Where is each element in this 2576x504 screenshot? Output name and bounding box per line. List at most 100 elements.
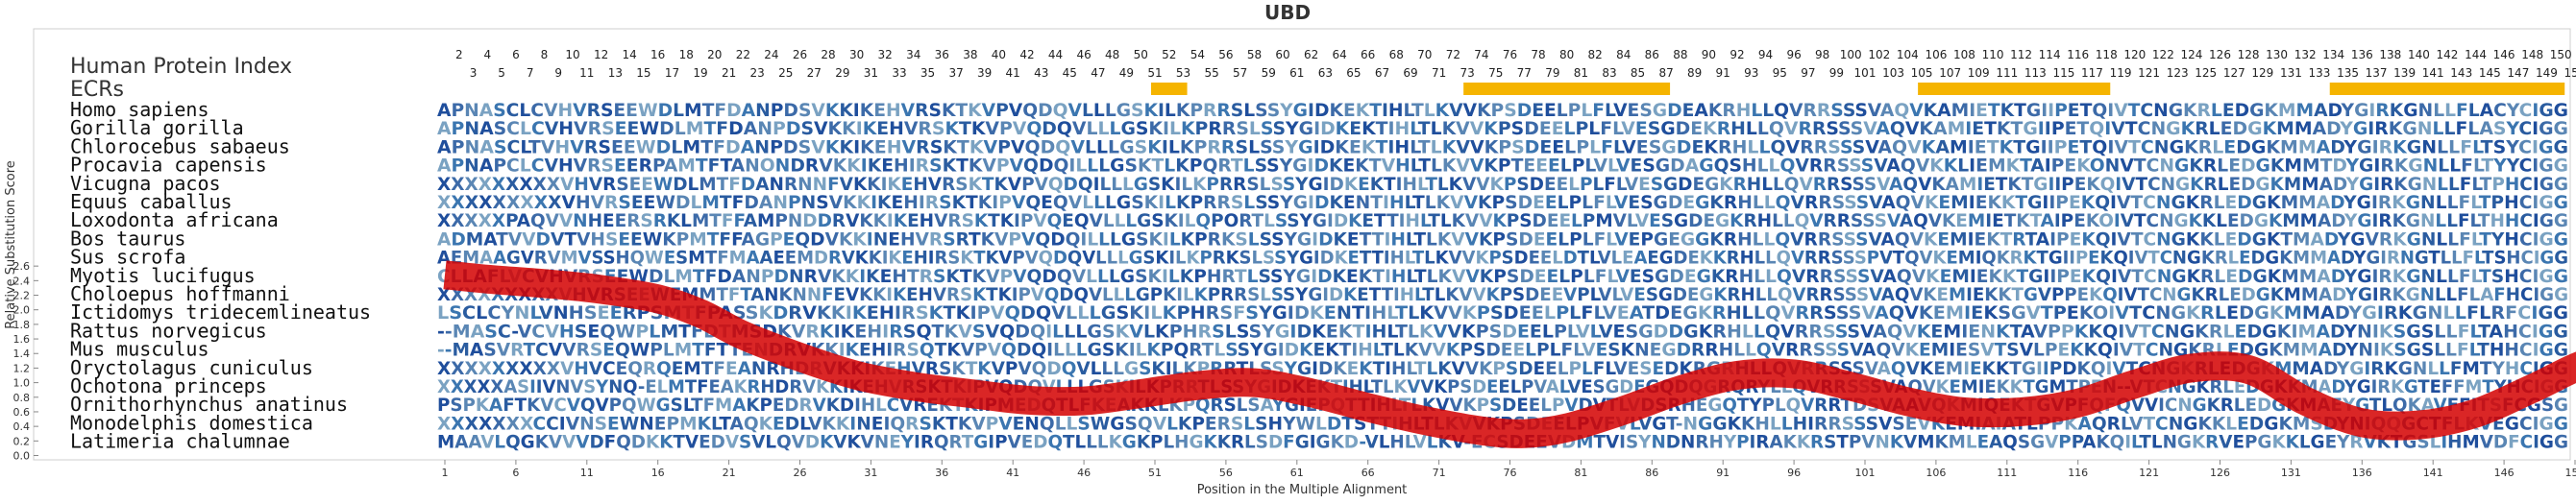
top-odd-label: 23 bbox=[750, 66, 765, 80]
top-odd-label: 151 bbox=[2564, 66, 2576, 80]
top-even-label: 96 bbox=[1786, 48, 1801, 61]
top-odd-label: 145 bbox=[2479, 66, 2501, 80]
top-even-label: 20 bbox=[707, 48, 722, 61]
top-odd-label: 11 bbox=[579, 66, 594, 80]
top-even-label: 62 bbox=[1304, 48, 1318, 61]
top-even-label: 82 bbox=[1588, 48, 1603, 61]
top-even-label: 120 bbox=[2123, 48, 2146, 61]
alignment-row: APNASCLCVHVRSEEWDLMTFDANPDSVKKIKEHVRSKTK… bbox=[437, 100, 2568, 121]
top-odd-label: 3 bbox=[470, 66, 478, 80]
ecr-regions bbox=[1151, 83, 2565, 95]
top-even-label: 128 bbox=[2238, 48, 2260, 61]
top-odd-label: 25 bbox=[778, 66, 793, 80]
top-odd-label: 49 bbox=[1119, 66, 1134, 80]
top-even-label: 68 bbox=[1389, 48, 1404, 61]
top-even-label: 98 bbox=[1815, 48, 1829, 61]
x-tick-label: 131 bbox=[2281, 467, 2301, 479]
score-point bbox=[1310, 391, 1313, 395]
species-label: Vicugna pacos bbox=[70, 172, 221, 195]
alignment-row: APNASCLTVHVRSEEW DLMTFDANPDSVKKIKEHVRSKTK… bbox=[437, 136, 2568, 157]
score-point bbox=[912, 384, 916, 388]
top-odd-label: 17 bbox=[665, 66, 679, 80]
score-point bbox=[2303, 399, 2307, 403]
top-odd-label: 95 bbox=[1773, 66, 1787, 80]
top-even-label: 146 bbox=[2493, 48, 2515, 61]
ecr-region-4 bbox=[2329, 83, 2565, 95]
top-odd-label: 119 bbox=[2110, 66, 2132, 80]
score-point bbox=[542, 281, 546, 285]
top-even-label: 30 bbox=[849, 48, 864, 61]
top-even-label: 80 bbox=[1559, 48, 1574, 61]
species-label: Ochotona princeps bbox=[70, 374, 267, 397]
top-odd-label: 147 bbox=[2507, 66, 2529, 80]
top-even-label: 40 bbox=[992, 48, 1006, 61]
species-label: Latimeria chalumnae bbox=[70, 430, 290, 453]
top-even-label: 92 bbox=[1730, 48, 1744, 61]
top-odd-label: 39 bbox=[977, 66, 992, 80]
x-tick-label: 31 bbox=[864, 467, 877, 479]
top-even-label: 8 bbox=[541, 48, 549, 61]
y-tick-label: 1.6 bbox=[13, 333, 31, 346]
top-even-label: 44 bbox=[1048, 48, 1063, 61]
top-odd-label: 107 bbox=[1939, 66, 1961, 80]
top-odd-label: 89 bbox=[1687, 66, 1702, 80]
y-axis: 0.0 0.2 0.40.6 0.8 1.0 1.2 1.4 1.6 1.8 2.0 2.2 2.4 2… bbox=[13, 260, 38, 463]
score-point bbox=[1025, 398, 1029, 402]
x-tick-label: 136 bbox=[2352, 467, 2372, 479]
top-even-label: 100 bbox=[1840, 48, 1862, 61]
score-point bbox=[2020, 410, 2024, 414]
alignment: APNASCLCVHVRSEEWDLMTFDANPDSVKKIKEHVRSKTK… bbox=[437, 100, 2568, 453]
y-tick-label: 2.2 bbox=[13, 290, 31, 302]
x-tick-label: 141 bbox=[2423, 467, 2443, 479]
top-even-label: 12 bbox=[594, 48, 608, 61]
alignment-row: XXXXXXXXXVHVRSEEWEMMTFTANKNNFEVKKIKEHVRS… bbox=[437, 284, 2568, 305]
top-even-label: 54 bbox=[1190, 48, 1205, 61]
top-even-label: 114 bbox=[2039, 48, 2061, 61]
top-even-label: 2 bbox=[455, 48, 463, 61]
species-label: Bos taurus bbox=[70, 227, 185, 250]
x-tick-label: 101 bbox=[1855, 467, 1876, 479]
top-odd-label: 111 bbox=[1996, 66, 2018, 80]
x-tick-label: 21 bbox=[723, 467, 736, 479]
top-odd-label: 37 bbox=[948, 66, 963, 80]
species-label: Mus musculus bbox=[70, 338, 209, 361]
x-tick-label: 6 bbox=[512, 467, 519, 479]
top-odd-label: 137 bbox=[2366, 66, 2388, 80]
top-odd-label: 129 bbox=[2251, 66, 2273, 80]
top-odd-label: 105 bbox=[1911, 66, 1933, 80]
top-odd-label: 51 bbox=[1147, 66, 1162, 80]
top-odd-label: 65 bbox=[1346, 66, 1361, 80]
score-point bbox=[2133, 382, 2137, 386]
top-even-label: 14 bbox=[622, 48, 636, 61]
top-even-label: 106 bbox=[1925, 48, 1947, 61]
top-odd-label: 81 bbox=[1574, 66, 1588, 80]
y-tick-label: 2.6 bbox=[13, 260, 31, 273]
top-odd-label: 101 bbox=[1854, 66, 1877, 80]
top-odd-label: 141 bbox=[2422, 66, 2444, 80]
top-even-label: 4 bbox=[484, 48, 492, 61]
score-point bbox=[1480, 429, 1484, 433]
header-ecrs-label: ECRs bbox=[70, 78, 124, 102]
score-point bbox=[1139, 392, 1142, 396]
top-odd-label: 139 bbox=[2393, 66, 2416, 80]
alignment-row: LSCLCYNLVNHSEERPSM TFPASSKDRVKKIKEHIRSKTK… bbox=[437, 302, 2568, 324]
alignment-row: XXXXXXXXXVHVRSEEWDLMTFDANRNNFVKKIKEHVRSK… bbox=[437, 174, 2568, 195]
species-label: Ictidomys tridecemlineatus bbox=[70, 300, 371, 324]
top-even-label: 112 bbox=[2010, 48, 2032, 61]
top-odd-label: 103 bbox=[1882, 66, 1904, 80]
score-point bbox=[1792, 372, 1796, 375]
species-label: Chlorocebus sabaeus bbox=[70, 134, 290, 157]
top-odd-label: 27 bbox=[807, 66, 822, 80]
top-odd-label: 75 bbox=[1488, 66, 1503, 80]
y-tick-label: 1.8 bbox=[13, 319, 31, 331]
y-tick-label: 2.0 bbox=[13, 304, 31, 317]
chart-title: UBD bbox=[1264, 1, 1311, 24]
x-tick-label: 116 bbox=[2068, 467, 2088, 479]
score-point bbox=[855, 373, 859, 377]
top-even-label: 66 bbox=[1361, 48, 1375, 61]
top-odd-label: 121 bbox=[2138, 66, 2160, 80]
species-label: Procavia capensis bbox=[70, 154, 267, 177]
top-even-label: 102 bbox=[1868, 48, 1890, 61]
top-even-label: 56 bbox=[1218, 48, 1233, 61]
